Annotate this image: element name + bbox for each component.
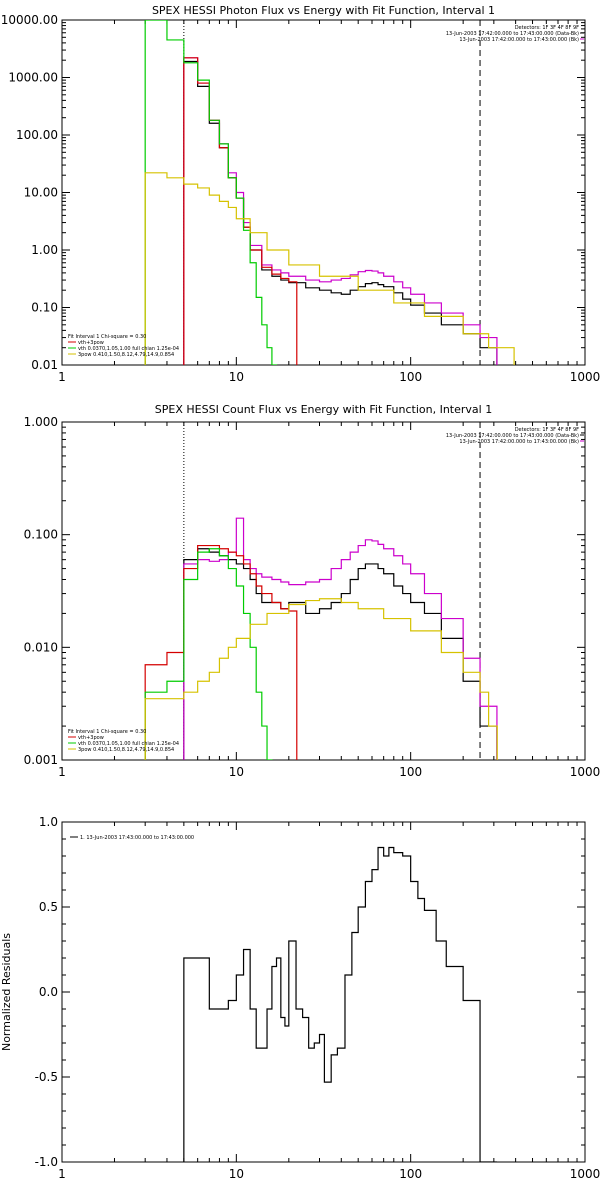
chart-panel-3: Normalized Residuals 1 10 100 1000 -1.0 -0.5 0.… — [0, 815, 600, 1181]
series-group — [144, 20, 515, 365]
y-tick-label: 1.0 — [39, 815, 58, 829]
legend-top-entry: Detectors: 1F 3F 4F 8F 9F — [515, 427, 579, 433]
y-tick-label: 10.00 — [24, 186, 58, 200]
y-tick-label: 1000.00 — [8, 71, 58, 85]
plot-frame — [61, 821, 586, 1163]
chart-panel-1: SPEX HESSI Photon Flux vs Energy with Fi… — [1, 4, 600, 384]
x-tick-label: 100 — [399, 765, 422, 779]
series-line-1 — [183, 60, 498, 365]
series-line-2 — [183, 57, 498, 365]
plot-frame — [61, 421, 586, 761]
legend-top-entry: 13-Jun-2003 17:42:00.000 to 17:43:00.000… — [446, 433, 579, 439]
y-tick-label: 0.01 — [31, 358, 58, 372]
y-tick-label: 0.0 — [39, 985, 58, 999]
x-tick-label: 10 — [229, 765, 244, 779]
y-tick-label: 0.5 — [39, 900, 58, 914]
legend-bottom-entry: vth 0.0370,1.05,1.00 full chian 1.25e-04 — [78, 741, 179, 747]
x-tick-label: 100 — [399, 1167, 422, 1181]
y-tick-label: 10000.00 — [1, 13, 58, 27]
legend-bottom-entry: Fit Interval 1 Chi-square = 0.30 — [68, 729, 146, 735]
x-tick-label: 10 — [229, 1167, 244, 1181]
series-line-5 — [144, 598, 498, 760]
plot-frame — [61, 19, 586, 366]
x-tick-label: 1 — [58, 1167, 66, 1181]
series-group — [144, 517, 498, 760]
y-tick-label: -0.5 — [35, 1070, 58, 1084]
series-line-1 — [183, 548, 498, 760]
y-tick-label: 0.010 — [24, 640, 58, 654]
y-tick-label: 1.00 — [31, 243, 58, 257]
legend-bottom-entry: 3pow 0.410,1.50,8.12,4.79,14.9,0.854 — [78, 747, 174, 753]
x-tick-label: 10 — [229, 370, 244, 384]
legend-top-entry: 13-Jun-2003 17:42:00.000 to 17:43:00.000… — [459, 37, 579, 43]
series-group — [183, 846, 497, 1162]
legend-bottom-entry: Fit Interval 1 Chi-square = 0.30 — [68, 334, 146, 340]
series-line-3 — [183, 57, 298, 365]
legend-bottom-entry: vth 0.0370,1.05,1.00 full chian 1.25e-04 — [78, 346, 179, 352]
legend-bottom-entry: vth+3pow — [78, 340, 104, 346]
y-tick-label: 100.00 — [16, 128, 58, 142]
legend-top-entry: Detectors: 1F 3F 4F 8F 9F — [515, 25, 579, 31]
legend-top-entry: 1. 13-Jun-2003 17:43:00.000 to 17:43:00.… — [80, 835, 194, 841]
y-tick-label: 0.10 — [31, 301, 58, 315]
series-line-4 — [144, 20, 282, 365]
series-line-2 — [183, 517, 498, 760]
chart-panel-2: SPEX HESSI Count Flux vs Energy with Fit… — [24, 403, 600, 779]
legend-top-entry: 13-Jun-2003 17:42:00.000 to 17:43:00.000… — [446, 31, 579, 37]
x-tick-label: 100 — [399, 370, 422, 384]
y-tick-label: -1.0 — [35, 1155, 58, 1169]
y-tick-label: 0.100 — [24, 528, 58, 542]
series-line-5 — [144, 172, 515, 365]
chart-title: SPEX HESSI Count Flux vs Energy with Fit… — [155, 403, 492, 416]
y-tick-label: 0.001 — [24, 753, 58, 767]
series-line-1 — [183, 846, 497, 1162]
x-tick-label: 1 — [58, 765, 66, 779]
legend-bottom-entry: 3pow 0.410,1.50,8.12,4.79,14.9,0.854 — [78, 352, 174, 358]
x-tick-label: 1 — [58, 370, 66, 384]
y-tick-label: 1.000 — [24, 415, 58, 429]
x-tick-label: 1000 — [570, 1167, 600, 1181]
series-line-3 — [144, 544, 298, 760]
legend-top-entry: 13-Jun-2003 17:42:00.000 to 17:43:00.000… — [459, 439, 579, 445]
y-axis-label: Normalized Residuals — [0, 933, 13, 1051]
series-line-4 — [144, 548, 282, 760]
x-tick-label: 1000 — [570, 370, 600, 384]
legend-bottom-entry: vth+3pow — [78, 735, 104, 741]
chart-title: SPEX HESSI Photon Flux vs Energy with Fi… — [152, 4, 495, 17]
x-tick-label: 1000 — [570, 765, 600, 779]
